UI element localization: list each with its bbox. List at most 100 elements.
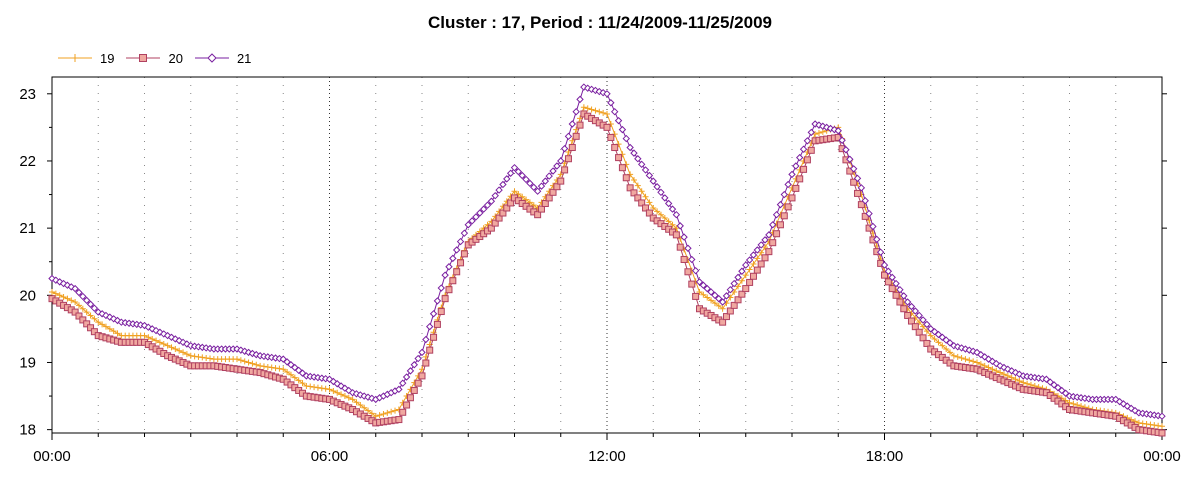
data-point-21 [788, 170, 796, 179]
data-point-19 [322, 385, 329, 392]
data-point-20 [923, 339, 931, 347]
data-point-19 [314, 384, 321, 391]
legend: 19 20 21 [58, 50, 263, 66]
data-point-20 [896, 298, 904, 306]
data-point-21 [668, 205, 677, 213]
data-point-19 [299, 380, 306, 387]
y-tick-label: 20 [19, 287, 36, 304]
data-point-19 [754, 255, 761, 262]
data-point-21 [549, 167, 557, 175]
data-point-21 [684, 244, 692, 252]
data-point-19 [939, 342, 946, 349]
x-tick-label: 00:00 [1143, 448, 1181, 465]
data-point-21 [664, 199, 673, 208]
data-point-21 [530, 183, 538, 191]
data-point-19 [989, 366, 996, 373]
data-point-20 [892, 291, 900, 299]
data-point-19 [75, 302, 82, 309]
data-point-20 [746, 278, 754, 286]
data-point-21 [703, 284, 711, 293]
data-point-21 [645, 171, 654, 180]
data-point-19 [1074, 402, 1081, 409]
data-point-19 [203, 354, 210, 361]
data-point-19 [530, 202, 537, 209]
data-point-21 [526, 179, 534, 188]
data-point-21 [761, 236, 769, 244]
data-point-19 [584, 105, 591, 112]
data-point-19 [295, 377, 302, 384]
data-point-19 [311, 384, 318, 391]
data-point-21 [510, 163, 519, 172]
data-point-21 [476, 209, 484, 217]
data-point-21 [1158, 412, 1166, 420]
data-point-19 [264, 363, 271, 370]
data-point-21 [657, 188, 665, 197]
data-point-19 [600, 109, 607, 116]
y-tick-label: 18 [19, 422, 36, 439]
data-point-21 [676, 222, 684, 230]
data-point-21 [410, 361, 418, 369]
legend-swatch-21 [194, 53, 229, 63]
data-point-20 [884, 278, 892, 286]
data-point-20 [487, 224, 495, 232]
data-point-21 [718, 298, 727, 306]
data-point-21 [630, 149, 638, 157]
data-point-19 [1004, 372, 1011, 379]
data-point-21 [399, 379, 407, 387]
data-point-21 [680, 233, 688, 241]
data-point-20 [568, 144, 576, 152]
data-point-19 [927, 332, 934, 339]
data-point-21 [769, 221, 777, 229]
data-point-19 [303, 382, 310, 389]
data-point-19 [958, 354, 965, 361]
data-point-19 [388, 408, 395, 415]
data-point-21 [545, 172, 553, 180]
data-point-21 [873, 235, 881, 244]
data-point-20 [915, 328, 923, 336]
data-point-19 [207, 355, 214, 362]
data-point-21 [426, 322, 434, 331]
data-point-20 [773, 230, 781, 238]
data-point-21 [402, 373, 411, 381]
data-point-21 [572, 107, 580, 116]
data-point-19 [257, 362, 264, 369]
data-point-21 [541, 177, 550, 185]
data-point-20 [753, 266, 761, 274]
data-point-19 [711, 300, 718, 307]
data-point-20 [87, 324, 95, 332]
data-point-21 [472, 213, 480, 221]
data-point-19 [962, 356, 969, 363]
data-point-19 [353, 399, 360, 406]
data-point-20 [854, 189, 862, 197]
data-point-20 [857, 201, 865, 209]
data-point-19 [1008, 374, 1015, 381]
data-point-20 [780, 212, 788, 220]
data-point-21 [749, 251, 758, 259]
data-point-20 [534, 211, 542, 219]
data-point-19 [64, 295, 71, 302]
data-point-21 [780, 190, 788, 199]
data-point-20 [788, 194, 796, 202]
data-point-21 [849, 165, 858, 173]
data-point-20 [395, 416, 403, 424]
data-point-21 [414, 354, 422, 363]
data-point-21 [637, 160, 646, 169]
data-point-21 [634, 155, 642, 163]
data-point-21 [433, 297, 442, 305]
data-point-19 [176, 347, 183, 354]
y-tick-label: 22 [19, 153, 36, 170]
data-point-20 [881, 271, 888, 279]
data-point-21 [499, 180, 507, 189]
data-point-21 [487, 197, 496, 205]
data-point-21 [799, 145, 808, 153]
data-point-21 [452, 246, 461, 254]
data-point-19 [357, 402, 364, 409]
data-point-20 [603, 123, 611, 131]
data-point-21 [672, 210, 681, 219]
data-point-21 [422, 335, 430, 344]
data-point-19 [943, 346, 950, 353]
data-point-20 [796, 175, 804, 183]
data-point-21 [603, 90, 611, 98]
data-point-19 [1147, 421, 1154, 428]
data-point-19 [372, 413, 379, 420]
